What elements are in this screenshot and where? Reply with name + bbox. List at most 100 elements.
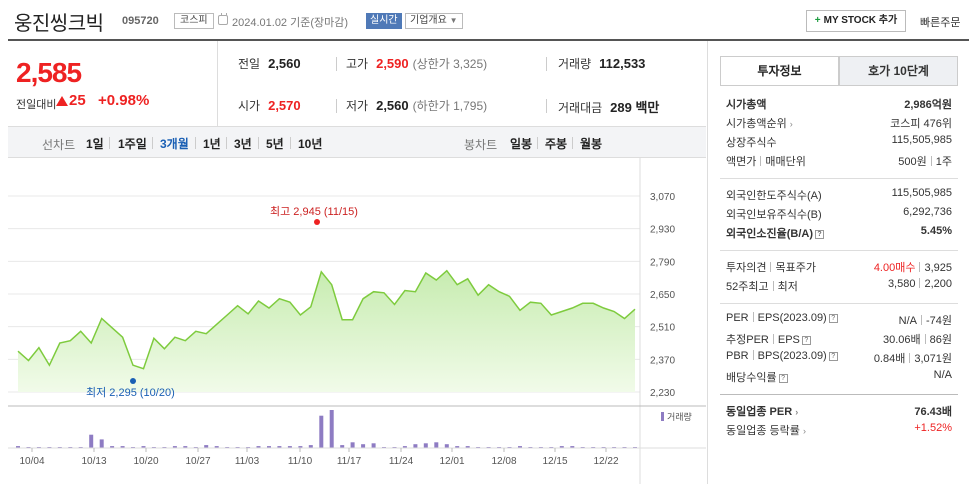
foreign-ratio-value: 5.45% bbox=[920, 225, 952, 237]
x-tick-label: 10/27 bbox=[185, 456, 210, 467]
help-icon[interactable]: ? bbox=[828, 352, 838, 361]
help-icon[interactable]: ? bbox=[828, 314, 838, 323]
volume-bar bbox=[110, 446, 115, 448]
divider bbox=[760, 156, 762, 166]
trade-unit-label: 매매단위 bbox=[765, 156, 806, 168]
divider bbox=[924, 334, 926, 344]
tab-period-1d[interactable]: 1일 bbox=[86, 137, 104, 151]
open-label: 시가 bbox=[238, 99, 261, 113]
change-amount: 25 bbox=[69, 92, 86, 109]
tab-period-3m[interactable]: 3개월 bbox=[160, 137, 189, 151]
high-annotation: 최고 2,945 (11/15) bbox=[270, 205, 358, 218]
volume-bar bbox=[361, 444, 366, 448]
foreign-ratio-label: 외국인소진율(B/A) bbox=[726, 228, 813, 240]
opinion-value-group: 4.00매수 3,925 bbox=[874, 259, 952, 275]
tab-period-5y[interactable]: 5년 bbox=[266, 137, 284, 151]
volume-bar bbox=[214, 446, 219, 448]
help-icon[interactable]: ? bbox=[815, 230, 824, 239]
chevron-right-icon: › bbox=[802, 426, 806, 436]
bps-label: BPS(2023.09) bbox=[757, 350, 827, 362]
per-row: PER EPS(2023.09)? N/A -74원 bbox=[726, 312, 952, 328]
prev-close: 전일 2,560 bbox=[238, 55, 301, 72]
divider bbox=[195, 137, 196, 149]
divider bbox=[752, 312, 754, 322]
foreign-limit-value: 115,505,985 bbox=[891, 187, 952, 199]
low-label: 저가 bbox=[346, 99, 369, 113]
volume-bar bbox=[120, 446, 125, 448]
x-tick-label: 11/03 bbox=[235, 456, 260, 467]
my-stock-add-button[interactable]: + MY STOCK 추가 bbox=[806, 10, 906, 32]
market-cap-rank-text: 시가총액순위 bbox=[726, 118, 787, 130]
foreign-ratio-label-group: 외국인소진율(B/A)? bbox=[726, 225, 824, 241]
line-chart-label: 선차트 bbox=[42, 138, 76, 152]
sector-chg-label: 동일업종 등락률 bbox=[726, 425, 800, 437]
divider bbox=[919, 262, 921, 272]
volume-bar bbox=[267, 446, 271, 448]
divider bbox=[770, 262, 772, 272]
volume-bar bbox=[518, 446, 522, 448]
market-cap-row: 시가총액 2,986억원 bbox=[726, 96, 952, 112]
tab-quote-10[interactable]: 호가 10단계 bbox=[839, 56, 958, 86]
y-tick-label: 2,650 bbox=[650, 290, 675, 301]
volume-bar bbox=[350, 442, 355, 448]
sector-chg-link[interactable]: 동일업종 등락률 › bbox=[726, 422, 806, 438]
divider bbox=[720, 250, 958, 251]
prev-close-value: 2,560 bbox=[268, 56, 301, 71]
eps-label: EPS(2023.09) bbox=[757, 312, 827, 324]
stock-header: 웅진씽크빅 095720 코스피 2024.01.02 기준(장마감) 실시간 … bbox=[0, 0, 978, 40]
tab-candle-monthly[interactable]: 월봉 bbox=[580, 137, 603, 151]
help-icon[interactable]: ? bbox=[778, 374, 788, 383]
volume-bar bbox=[329, 410, 334, 448]
w52-high-label: 52주최고 bbox=[726, 281, 769, 293]
quote-table: 전일 2,560 고가 2,590 (상한가 3,325) 거래량 112,533 시가… bbox=[218, 41, 706, 126]
volume-bar bbox=[413, 444, 418, 448]
dividend-label: 배당수익률 bbox=[726, 372, 777, 384]
tab-period-1w[interactable]: 1주일 bbox=[118, 137, 147, 151]
tab-period-3y[interactable]: 3년 bbox=[234, 137, 252, 151]
sector-per-row: 동일업종 PER › 76.43배 bbox=[726, 403, 952, 419]
divider bbox=[109, 137, 110, 149]
volume-bar bbox=[465, 446, 470, 448]
volume-bar bbox=[570, 446, 575, 448]
quick-order-link[interactable]: 빠른주문 bbox=[920, 17, 961, 29]
par-label: 액면가 bbox=[726, 156, 757, 168]
change-label: 전일대비 bbox=[16, 99, 57, 111]
foreign-hold-label: 외국인보유주식수(B) bbox=[726, 209, 822, 221]
divider bbox=[930, 156, 932, 166]
x-tick-label: 10/04 bbox=[19, 456, 44, 467]
chevron-right-icon: › bbox=[789, 119, 793, 129]
realtime-button[interactable]: 실시간 bbox=[366, 13, 402, 29]
sector-per-link[interactable]: 동일업종 PER › bbox=[726, 403, 798, 419]
divider bbox=[572, 137, 573, 149]
tab-invest-info[interactable]: 투자정보 bbox=[720, 56, 839, 86]
market-cap-rank-label[interactable]: 시가총액순위 › bbox=[726, 115, 793, 131]
company-info-dropdown[interactable]: 기업개요 ▼ bbox=[405, 13, 463, 29]
pbr-label-group: PBR BPS(2023.09)? bbox=[726, 350, 838, 362]
foreign-limit-row: 외국인한도주식수(A) 115,505,985 bbox=[726, 187, 952, 203]
volume-bar bbox=[434, 442, 439, 448]
shares-row: 상장주식수 115,505,985 bbox=[726, 134, 952, 150]
x-tick-label: 12/22 bbox=[593, 456, 618, 467]
help-icon[interactable]: ? bbox=[801, 336, 811, 345]
price-chart[interactable]: 3,070 2,930 2,790 2,650 2,510 2,370 2,230 최고 2,… bbox=[8, 158, 706, 484]
est-per-label-group: 추정PER EPS? bbox=[726, 331, 811, 347]
w52-label-group: 52주최고 최저 bbox=[726, 278, 798, 294]
right-tabs: 투자정보 호가 10단계 bbox=[720, 56, 958, 86]
volume-bar bbox=[287, 446, 292, 448]
price-area bbox=[18, 270, 635, 392]
tab-candle-daily[interactable]: 일봉 bbox=[510, 137, 533, 151]
divider bbox=[546, 99, 547, 113]
tab-period-1y[interactable]: 1년 bbox=[203, 137, 221, 151]
my-stock-label: MY STOCK 추가 bbox=[823, 15, 898, 26]
tab-candle-weekly[interactable]: 주봉 bbox=[545, 137, 568, 151]
opinion-label: 투자의견 bbox=[726, 262, 767, 274]
volume: 거래량 112,533 bbox=[558, 55, 645, 72]
volume-bar bbox=[172, 446, 177, 448]
volume-bar bbox=[141, 446, 146, 448]
market-badge: 코스피 bbox=[174, 13, 214, 29]
per-label: PER bbox=[726, 312, 749, 324]
y-tick-label: 2,930 bbox=[650, 225, 675, 236]
est-per-value: 30.06배 bbox=[882, 334, 921, 346]
pbr-value: 0.84배 bbox=[873, 353, 906, 365]
tab-period-10y[interactable]: 10년 bbox=[298, 137, 323, 151]
